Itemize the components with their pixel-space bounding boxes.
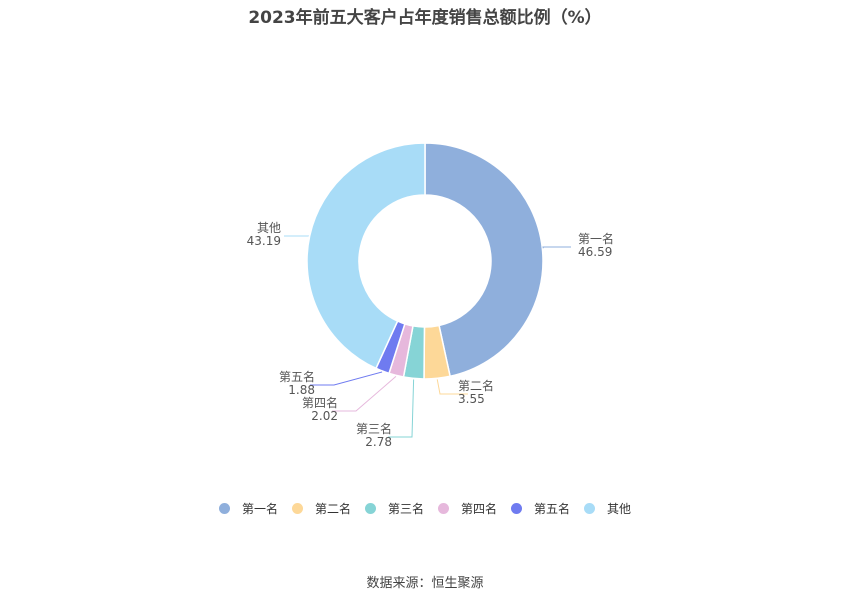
legend-item-5[interactable]: 第五名 [511, 500, 570, 517]
slice-label-name-5: 第五名 [279, 369, 315, 384]
slice-1 [424, 142, 544, 378]
leader-line-2 [436, 379, 468, 395]
slice-label-name-4: 第四名 [302, 395, 338, 410]
slice-label-value-6: 43.19 [247, 234, 281, 248]
legend-item-3[interactable]: 第三名 [364, 500, 424, 517]
chart-legend: 第一名 第二名 第三名 第四名 第五名 其他 [0, 500, 850, 517]
leader-line-1 [542, 246, 571, 249]
legend-label: 其他 [607, 502, 632, 516]
legend-marker-icon [511, 503, 523, 514]
legend-item-1[interactable]: 第一名 [218, 500, 278, 517]
slice-label-value-1: 46.59 [578, 245, 612, 259]
leader-line-4 [332, 376, 397, 412]
legend-marker-icon [291, 503, 303, 514]
chart-title: 2023年前五大客户占年度销售总额比例（%） [248, 8, 602, 28]
leader-line-3 [388, 379, 415, 438]
leader-line-5 [310, 371, 383, 386]
legend-label: 第五名 [534, 502, 571, 516]
slice-label-value-5: 1.88 [288, 383, 315, 397]
legend-item-2[interactable]: 第二名 [291, 500, 351, 517]
slice-6 [306, 142, 426, 370]
slice-label-name-6: 其他 [257, 221, 281, 235]
legend-item-6[interactable]: 其他 [584, 500, 631, 517]
slice-label-name-2: 第二名 [458, 378, 494, 393]
slice-label-value-4: 2.02 [311, 409, 338, 423]
legend-marker-icon [364, 503, 376, 514]
legend-label: 第四名 [461, 502, 498, 516]
slice-label-name-3: 第三名 [356, 421, 392, 436]
legend-item-4[interactable]: 第四名 [438, 500, 497, 517]
slice-label-value-2: 3.55 [458, 392, 485, 406]
legend-marker-icon [584, 503, 596, 514]
legend-label: 第三名 [387, 502, 424, 516]
data-source: 数据来源：恒生聚源 [366, 576, 484, 591]
legend-marker-icon [438, 503, 449, 514]
slice-label-value-3: 2.78 [365, 435, 392, 449]
legend-label: 第二名 [314, 502, 351, 516]
slice-label-name-1: 第一名 [578, 231, 614, 246]
legend-marker-icon [218, 503, 230, 514]
legend-label: 第一名 [241, 502, 278, 516]
